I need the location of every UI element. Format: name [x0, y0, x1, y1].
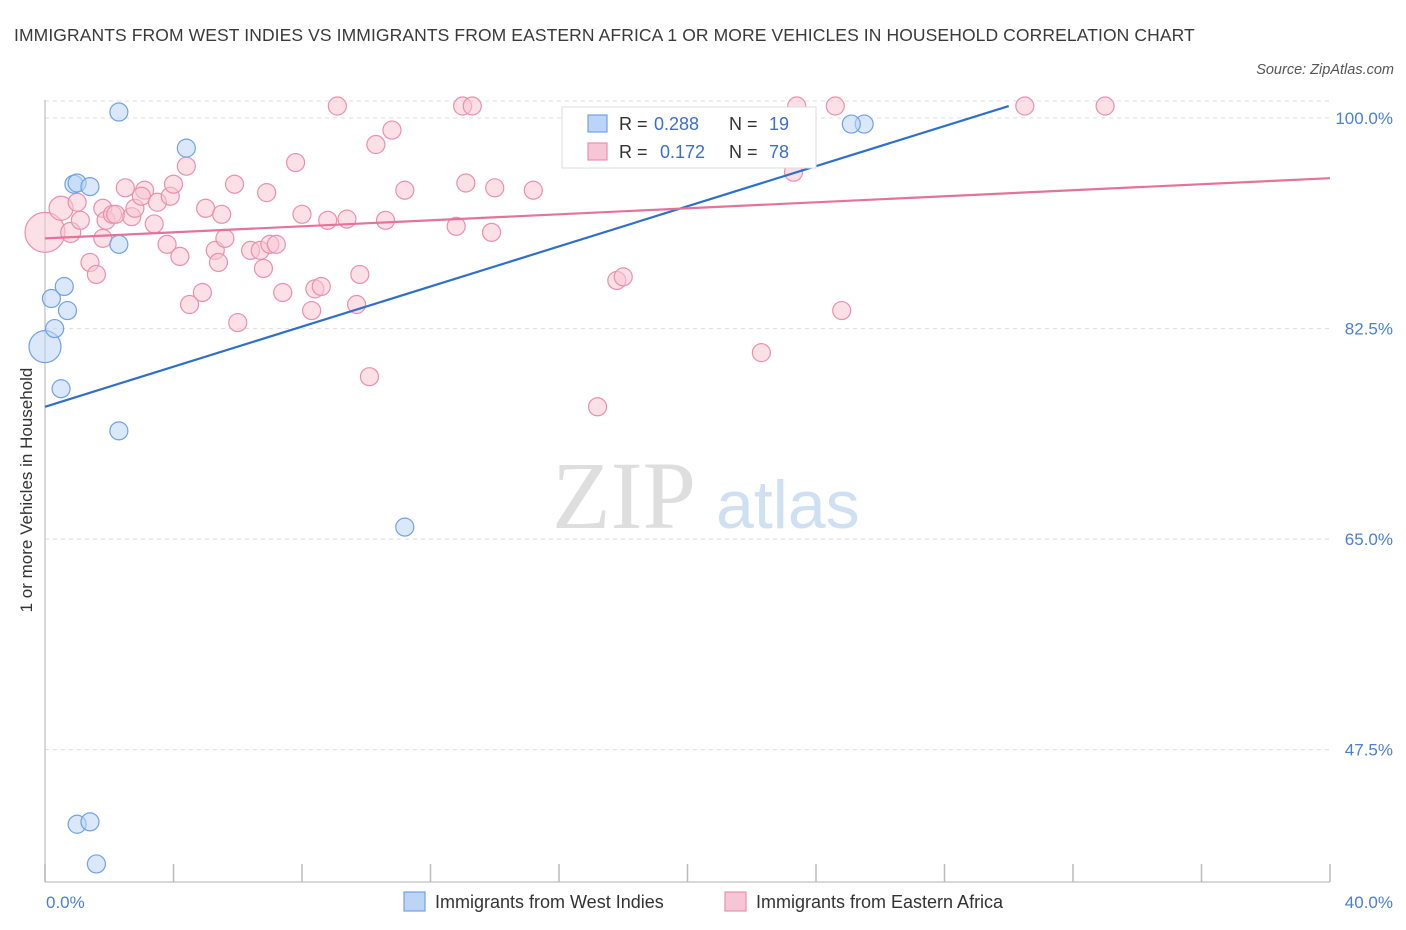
gridlines [45, 100, 1330, 751]
stats-r-label-1: R = [619, 114, 648, 134]
eastern-africa-point-55 [446, 216, 466, 236]
legend-swatch-west-indies [403, 891, 426, 912]
eastern-africa-point-57 [462, 96, 482, 116]
y-tick-label-2: 82.5% [1345, 320, 1393, 339]
stats-n-label-2: N = [729, 142, 758, 162]
eastern-africa-point-32 [228, 312, 248, 333]
eastern-africa-point-6 [86, 264, 107, 285]
source-label: Source: ZipAtlas.com [1256, 62, 1394, 78]
eastern-africa-point-21 [157, 234, 177, 254]
legend-swatch-eastern-africa [724, 891, 747, 912]
eastern-africa-point-45 [318, 210, 338, 230]
west-indies-point-8 [80, 177, 100, 197]
west-indies-point-4 [57, 300, 78, 321]
west-indies-point-18 [86, 854, 107, 874]
stats-swatch-west-indies [587, 114, 608, 133]
eastern-africa-point-3 [67, 192, 87, 212]
eastern-africa-point-46 [327, 96, 347, 116]
eastern-africa-point-29 [212, 204, 232, 224]
eastern-africa-point-12 [115, 178, 135, 198]
west-indies-point-9 [109, 234, 129, 254]
eastern-africa-point-40 [285, 152, 306, 173]
trend-lines [44, 104, 1331, 408]
y-tick-label-1: 65.0% [1345, 530, 1393, 549]
eastern-africa-point-69 [832, 300, 852, 321]
west-indies-point-15 [841, 114, 861, 134]
eastern-africa-point-4 [70, 210, 90, 230]
stats-box: R = 0.288 N = 19 R = 0.172 N = 78 [561, 106, 817, 169]
eastern-africa-point-52 [375, 210, 396, 230]
eastern-africa-point-22 [170, 246, 190, 266]
eastern-africa-point-36 [257, 183, 277, 203]
legend: Immigrants from West Indies Immigrants f… [403, 891, 1004, 912]
eastern-africa-point-35 [253, 258, 274, 279]
stats-swatch-eastern-africa [587, 142, 608, 161]
watermark-atlas: atlas [716, 467, 860, 543]
eastern-africa-trend-line [44, 177, 1331, 240]
stats-r-label-2: R = [619, 142, 648, 162]
eastern-africa-point-65 [751, 343, 771, 363]
eastern-africa-point-20 [163, 174, 184, 194]
eastern-africa-point-50 [359, 367, 380, 387]
x-tick-label-min: 0.0% [46, 893, 85, 912]
west-indies-point-13 [395, 517, 415, 537]
eastern-africa-point-53 [382, 120, 402, 140]
eastern-africa-point-17 [144, 214, 164, 234]
eastern-africa-point-64 [613, 267, 633, 287]
eastern-africa-point-11 [106, 204, 126, 224]
eastern-africa-point-39 [273, 282, 293, 303]
west-indies-point-12 [176, 138, 196, 158]
eastern-africa-point-42 [302, 300, 322, 321]
eastern-africa-point-26 [196, 198, 216, 218]
west-indies-point-10 [109, 421, 129, 441]
west-indies-point-1 [41, 288, 62, 309]
west-indies-point-2 [45, 318, 65, 339]
series-west-indies-points [28, 102, 874, 874]
stats-r-value-2: 0.172 [660, 142, 705, 162]
watermark-zip: ZIP [552, 442, 696, 549]
west-indies-trend-line [44, 104, 1010, 408]
eastern-africa-point-24 [179, 294, 200, 315]
legend-label-eastern-africa: Immigrants from Eastern Africa [756, 892, 1004, 912]
eastern-africa-point-71 [1095, 96, 1115, 116]
chart-title: IMMIGRANTS FROM WEST INDIES VS IMMIGRANT… [14, 25, 1195, 45]
eastern-africa-point-8 [93, 228, 113, 248]
eastern-africa-point-61 [523, 180, 543, 200]
west-indies-point-11 [109, 102, 129, 122]
eastern-africa-point-49 [350, 264, 370, 285]
stats-n-value-1: 19 [769, 114, 789, 134]
legend-label-west-indies: Immigrants from West Indies [435, 892, 664, 912]
y-tick-label-3: 100.0% [1335, 109, 1393, 128]
west-indies-point-5 [51, 379, 71, 399]
x-tick-label-max: 40.0% [1345, 893, 1393, 912]
stats-n-label-1: N = [729, 114, 758, 134]
eastern-africa-point-60 [485, 178, 505, 198]
eastern-africa-point-28 [208, 252, 229, 273]
eastern-africa-point-58 [456, 173, 476, 193]
eastern-africa-point-16 [131, 186, 151, 206]
tick-labels: 47.5% 65.0% 82.5% 100.0% 0.0% 40.0% [46, 109, 1393, 912]
eastern-africa-point-59 [481, 222, 502, 242]
west-indies-point-17 [80, 812, 100, 832]
watermark: ZIP atlas [552, 442, 860, 549]
eastern-africa-point-25 [192, 282, 213, 303]
eastern-africa-point-23 [176, 156, 196, 176]
eastern-africa-point-44 [311, 276, 331, 297]
eastern-africa-point-38 [266, 234, 286, 254]
eastern-africa-point-70 [1015, 96, 1035, 116]
y-tick-label-0: 47.5% [1345, 741, 1393, 760]
eastern-africa-point-30 [215, 228, 235, 248]
eastern-africa-point-31 [224, 174, 245, 194]
stats-r-value-1: 0.288 [654, 114, 699, 134]
eastern-africa-point-68 [825, 96, 845, 116]
west-indies-point-0 [28, 330, 62, 364]
eastern-africa-point-51 [366, 134, 386, 155]
eastern-africa-point-62 [587, 397, 608, 417]
eastern-africa-point-41 [292, 204, 312, 224]
eastern-africa-point-54 [395, 180, 415, 200]
stats-n-value-2: 78 [769, 142, 789, 162]
west-indies-point-3 [54, 276, 74, 297]
